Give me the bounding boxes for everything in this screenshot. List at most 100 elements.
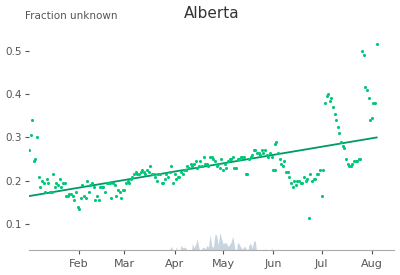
Point: [173, 177, 179, 181]
Point: [162, 177, 168, 181]
Point: [155, 172, 162, 177]
Point: [149, 172, 155, 177]
Point: [301, 174, 307, 179]
Point: [95, 198, 102, 203]
Point: [323, 94, 330, 98]
Point: [280, 164, 286, 168]
Point: [56, 177, 63, 181]
Point: [112, 183, 118, 188]
Point: [228, 157, 234, 161]
Point: [48, 189, 55, 194]
Point: [354, 159, 360, 164]
Point: [322, 100, 328, 105]
Point: [170, 181, 176, 185]
Point: [184, 164, 191, 168]
Point: [36, 174, 42, 179]
Point: [293, 183, 299, 188]
Point: [120, 187, 126, 192]
Point: [199, 164, 205, 168]
Point: [326, 98, 333, 103]
Point: [194, 166, 200, 170]
Point: [365, 96, 372, 101]
Point: [74, 205, 81, 209]
Point: [233, 166, 239, 170]
Point: [241, 155, 247, 159]
Point: [107, 181, 113, 185]
Point: [144, 168, 150, 172]
Point: [343, 157, 349, 161]
Point: [97, 185, 103, 190]
Point: [189, 164, 196, 168]
Point: [267, 150, 273, 155]
Point: [157, 172, 163, 177]
Point: [146, 170, 152, 174]
Point: [239, 155, 246, 159]
Point: [165, 174, 171, 179]
Point: [291, 179, 297, 183]
Point: [55, 183, 61, 188]
Point: [98, 185, 105, 190]
Point: [108, 196, 115, 200]
Point: [123, 181, 129, 185]
Point: [202, 161, 208, 166]
Point: [346, 164, 352, 168]
Point: [58, 185, 64, 190]
Point: [139, 168, 145, 172]
Point: [204, 161, 210, 166]
Point: [268, 155, 275, 159]
Point: [215, 161, 221, 166]
Point: [349, 161, 356, 166]
Point: [208, 155, 215, 159]
Point: [242, 172, 249, 177]
Point: [37, 185, 44, 190]
Point: [152, 174, 158, 179]
Point: [141, 170, 147, 174]
Point: [374, 42, 380, 46]
Point: [92, 198, 98, 203]
Point: [137, 170, 144, 174]
Point: [181, 168, 188, 172]
Point: [306, 216, 312, 220]
Point: [81, 194, 87, 198]
Point: [180, 172, 186, 177]
Point: [315, 172, 322, 177]
Title: Alberta: Alberta: [184, 6, 240, 21]
Point: [110, 181, 116, 185]
Point: [272, 168, 278, 172]
Point: [367, 118, 373, 122]
Point: [121, 187, 128, 192]
Point: [356, 157, 362, 161]
Point: [129, 174, 136, 179]
Point: [71, 198, 78, 203]
Point: [183, 168, 189, 172]
Point: [40, 181, 47, 185]
Point: [275, 150, 281, 155]
Point: [63, 194, 69, 198]
Point: [220, 168, 226, 172]
Point: [200, 155, 207, 159]
Point: [222, 161, 228, 166]
Point: [70, 194, 76, 198]
Point: [78, 196, 84, 200]
Point: [34, 135, 40, 140]
Point: [370, 100, 377, 105]
Point: [294, 179, 301, 183]
Point: [286, 174, 292, 179]
Point: [218, 157, 225, 161]
Point: [29, 118, 36, 122]
Point: [223, 166, 230, 170]
Point: [76, 207, 82, 211]
Point: [166, 170, 173, 174]
Point: [196, 164, 202, 168]
Point: [307, 172, 314, 177]
Point: [338, 140, 344, 144]
Point: [364, 87, 370, 92]
Point: [281, 159, 288, 164]
Point: [284, 170, 291, 174]
Point: [276, 157, 283, 161]
Point: [197, 159, 204, 164]
Point: [79, 183, 86, 188]
Point: [212, 159, 218, 164]
Point: [264, 153, 270, 157]
Text: Fraction unknown: Fraction unknown: [25, 11, 118, 21]
